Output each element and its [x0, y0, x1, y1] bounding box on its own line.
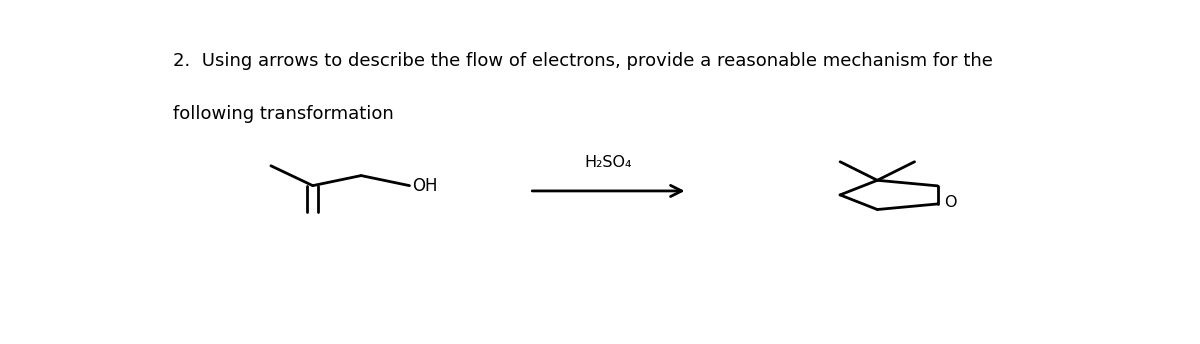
- Text: O: O: [944, 195, 956, 210]
- Text: OH: OH: [413, 176, 438, 195]
- Text: H₂SO₄: H₂SO₄: [584, 155, 632, 170]
- Text: following transformation: following transformation: [173, 105, 394, 123]
- Text: 2.  Using arrows to describe the flow of electrons, provide a reasonable mechani: 2. Using arrows to describe the flow of …: [173, 52, 994, 70]
